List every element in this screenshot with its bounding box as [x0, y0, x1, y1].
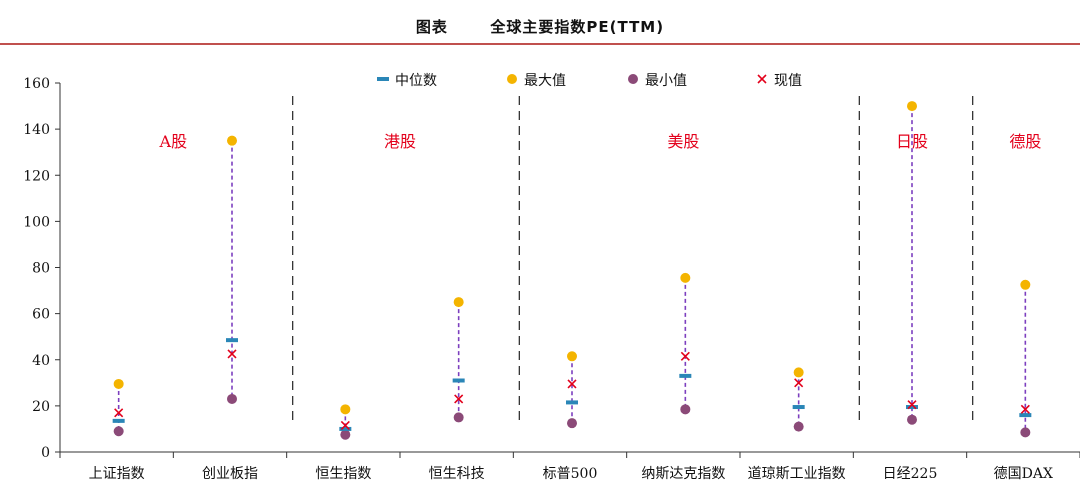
y-tick-label: 40: [32, 353, 50, 369]
figure-title: 全球主要指数PE(TTM): [490, 18, 665, 36]
y-tick-label: 80: [32, 261, 50, 277]
x-tick-label: 创业板指: [202, 466, 258, 482]
current-point: [794, 378, 804, 388]
legend-item: 现值: [757, 73, 802, 89]
median-point: [112, 418, 125, 423]
current-point: [454, 394, 464, 404]
group-labels: A股 港股 美股 日股 德股: [159, 132, 1042, 151]
legend-marker-median: [377, 77, 389, 81]
min-point: [907, 414, 917, 425]
legend-label: 中位数: [395, 73, 437, 89]
legend-marker-max: [507, 74, 517, 84]
title-rule: [0, 43, 1080, 45]
max-point: [793, 367, 804, 378]
current-point: [567, 379, 577, 389]
median-point: [1019, 413, 1032, 418]
median-point: [339, 426, 352, 431]
x-tick-label: 道琼斯工业指数: [748, 466, 846, 482]
max-point: [567, 351, 577, 362]
min-point: [113, 426, 124, 437]
max-point: [453, 297, 464, 308]
current-point: [114, 408, 124, 418]
x-tick-label: 日经225: [883, 466, 938, 482]
category-marks: [566, 351, 578, 429]
max-point: [680, 272, 691, 283]
chart-header: 图表 全球主要指数PE(TTM): [0, 0, 1080, 45]
legend-label: 最小值: [645, 73, 687, 89]
current-point: [680, 351, 690, 361]
current-point: [907, 400, 917, 410]
max-point: [1020, 279, 1031, 290]
min-point: [567, 418, 577, 429]
min-point: [453, 412, 464, 423]
legend: 中位数 最大值 最小值 现值: [377, 73, 802, 89]
legend-label: 最大值: [524, 73, 566, 89]
y-tick-label: 140: [23, 122, 50, 138]
x-tick-label: 标普500: [543, 466, 598, 482]
x-tick-label: 上证指数: [89, 466, 145, 482]
group-label: 德股: [1009, 132, 1041, 151]
group-label: 港股: [384, 132, 416, 151]
category-marks: [452, 297, 465, 423]
max-point: [340, 404, 351, 415]
current-point: [340, 420, 350, 431]
legend-marker-min: [628, 74, 638, 84]
median-point: [906, 405, 918, 410]
min-point: [1020, 427, 1031, 438]
median-point: [792, 405, 805, 410]
chart-title: 图表 全球主要指数PE(TTM): [0, 16, 1080, 37]
y-tick-label: 0: [41, 445, 50, 461]
x-tick-label: 恒生科技: [429, 466, 485, 482]
x-tick-label: 德国DAX: [994, 466, 1053, 482]
y-tick-label: 60: [32, 307, 50, 323]
category-marks: [339, 404, 352, 440]
figure-label: 图表: [415, 18, 448, 36]
data-marks: [112, 101, 1032, 440]
min-point: [227, 393, 237, 404]
x-tick-label: 纳斯达克指数: [641, 466, 725, 482]
x-tick-label: 恒生指数: [315, 466, 371, 482]
median-point: [679, 373, 692, 378]
category-marks: [1019, 279, 1032, 438]
y-tick-label: 100: [23, 214, 50, 230]
median-point: [226, 338, 238, 343]
max-point: [113, 378, 124, 389]
legend-item: 最大值: [507, 73, 566, 89]
y-tick-label: 120: [23, 168, 50, 184]
group-label: 美股: [667, 132, 699, 151]
axes: 0 20 40 60 80 100 120 140 160 上证指数 创业板指 恒生指数 恒生科技 标普5…: [23, 76, 1080, 482]
category-marks: [226, 135, 238, 404]
max-point: [907, 101, 917, 112]
y-tick-label: 20: [32, 399, 50, 415]
category-marks: [112, 378, 125, 437]
y-tick-label: 160: [23, 76, 50, 92]
min-point: [340, 429, 351, 440]
group-separators: [292, 96, 974, 426]
current-point: [227, 349, 237, 359]
max-point: [227, 135, 237, 146]
category-marks: [792, 367, 805, 432]
legend-label: 现值: [774, 73, 802, 89]
category-marks: [906, 101, 918, 425]
median-point: [452, 378, 465, 383]
legend-item: 中位数: [377, 73, 437, 89]
median-point: [566, 400, 578, 405]
min-point: [793, 421, 804, 432]
min-point: [680, 404, 691, 415]
legend-item: 最小值: [628, 73, 687, 89]
category-marks: [679, 272, 692, 415]
legend-marker-current: [757, 74, 767, 84]
group-label: A股: [159, 132, 188, 151]
current-point: [1020, 404, 1030, 414]
